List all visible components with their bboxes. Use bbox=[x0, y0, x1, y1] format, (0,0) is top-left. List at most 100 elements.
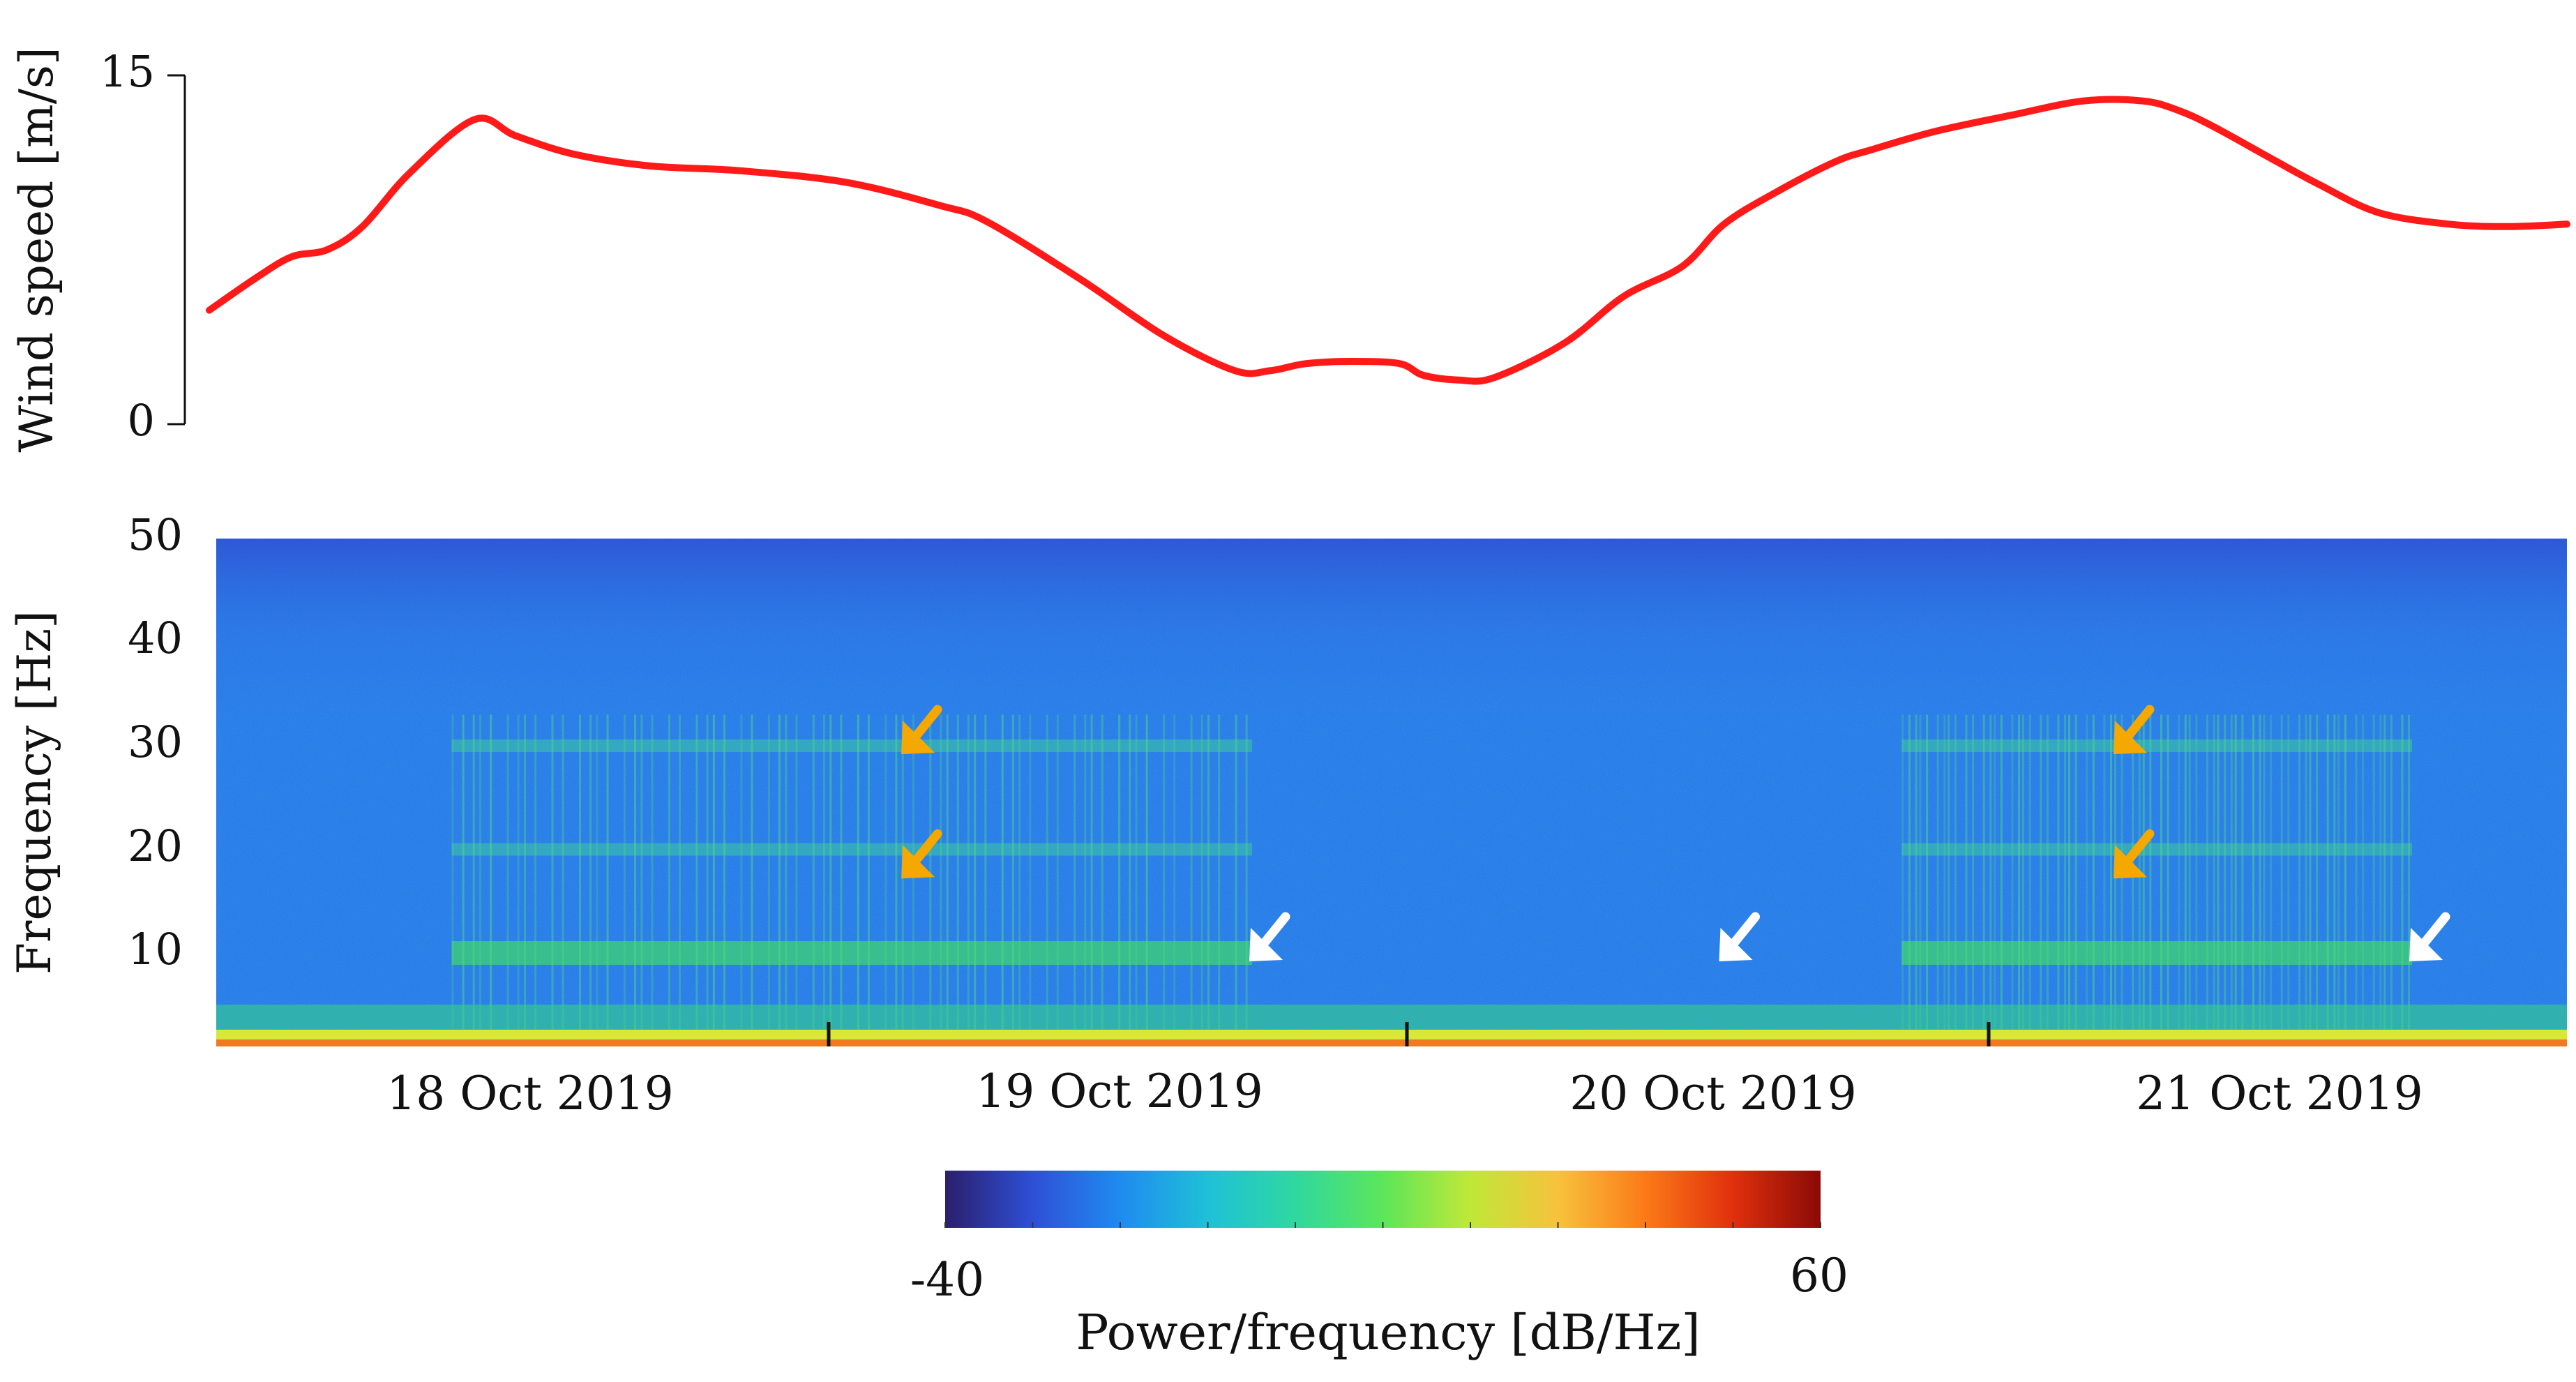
broadband-streak bbox=[706, 714, 709, 1046]
broadband-streak bbox=[1084, 714, 1087, 1046]
broadband-streak bbox=[2355, 714, 2358, 1046]
broadband-streak bbox=[1965, 714, 1968, 1046]
frequency-band bbox=[451, 739, 1252, 752]
broadband-streak bbox=[679, 714, 681, 1046]
broadband-streak bbox=[2217, 714, 2220, 1046]
broadband-streak bbox=[2138, 714, 2141, 1046]
broadband-streak bbox=[2230, 714, 2233, 1046]
broadband-streak bbox=[767, 714, 770, 1046]
broadband-streak bbox=[1200, 714, 1203, 1046]
broadband-streak bbox=[829, 714, 832, 1046]
spec-y-tick-label-40: 40 bbox=[128, 613, 183, 663]
broadband-streak bbox=[2224, 714, 2227, 1046]
broadband-streak bbox=[668, 714, 670, 1046]
frequency-band bbox=[451, 941, 1252, 965]
frequency-band bbox=[1901, 739, 2412, 752]
broadband-streak bbox=[884, 714, 887, 1046]
broadband-streak bbox=[967, 714, 970, 1046]
broadband-streak bbox=[517, 714, 520, 1046]
broadband-streak bbox=[2372, 714, 2375, 1046]
spec-y-tick-label-50: 50 bbox=[128, 509, 183, 560]
broadband-streak bbox=[2178, 714, 2180, 1046]
broadband-streak bbox=[2234, 714, 2237, 1046]
broadband-streak bbox=[2305, 714, 2307, 1046]
broadband-streak bbox=[1018, 714, 1021, 1046]
spectrogram-marks bbox=[216, 714, 2567, 1046]
annotation-arrow bbox=[2113, 705, 2155, 754]
broadband-streak bbox=[940, 714, 942, 1046]
broadband-streak bbox=[2057, 714, 2060, 1046]
broadband-streak bbox=[822, 714, 825, 1046]
broadband-streak bbox=[596, 714, 598, 1046]
broadband-streak bbox=[723, 714, 725, 1046]
spec-y-axis-label: Frequency [Hz] bbox=[8, 610, 61, 975]
broadband-streak bbox=[2040, 714, 2042, 1046]
broadband-streak bbox=[2390, 714, 2393, 1046]
broadband-streak bbox=[2064, 714, 2067, 1046]
colorbar-label: Power/frequency [dB/Hz] bbox=[1076, 1304, 1700, 1361]
broadband-streak bbox=[2270, 714, 2273, 1046]
broadband-streak bbox=[506, 714, 509, 1046]
broadband-streak bbox=[1029, 714, 1032, 1046]
broadband-streak bbox=[562, 714, 564, 1046]
broadband-streak bbox=[623, 714, 626, 1046]
broadband-streak bbox=[2114, 714, 2116, 1046]
broadband-streak bbox=[2259, 714, 2261, 1046]
broadband-streak bbox=[2167, 714, 2169, 1046]
broadband-streak bbox=[1936, 714, 1939, 1046]
broadband-streak bbox=[929, 714, 932, 1046]
broadband-streak bbox=[901, 714, 904, 1046]
broadband-streak bbox=[984, 714, 987, 1046]
broadband-streak bbox=[1011, 714, 1014, 1046]
broadband-streak bbox=[451, 714, 454, 1046]
broadband-streak bbox=[2160, 714, 2162, 1046]
broadband-streak bbox=[2408, 714, 2411, 1046]
wind-speed-panel: 15 0 Wind speed [m/s] bbox=[10, 46, 2570, 453]
broadband-streak bbox=[1972, 714, 1975, 1046]
broadband-streak bbox=[606, 714, 609, 1046]
broadband-streak bbox=[1948, 714, 1950, 1046]
annotation-arrow bbox=[901, 829, 942, 879]
spec-x-tick-label-18-oct: 18 Oct 2019 bbox=[386, 1067, 674, 1120]
broadband-streak bbox=[2252, 714, 2254, 1046]
broadband-streak bbox=[2149, 714, 2152, 1046]
broadband-streak bbox=[462, 714, 465, 1046]
broadband-streak bbox=[1163, 714, 1166, 1046]
broadband-streak bbox=[2241, 714, 2244, 1046]
broadband-streak bbox=[2309, 714, 2312, 1046]
broadband-streak bbox=[2379, 714, 2382, 1046]
broadband-streak bbox=[1919, 714, 1922, 1046]
broadband-streak bbox=[2316, 714, 2319, 1046]
broadband-streak bbox=[2344, 714, 2347, 1046]
frequency-band bbox=[1901, 843, 2412, 856]
frequency-band bbox=[451, 843, 1252, 856]
broadband-streak bbox=[1926, 714, 1929, 1046]
broadband-streak bbox=[695, 714, 698, 1046]
broadband-streak bbox=[1943, 714, 1946, 1046]
broadband-streak bbox=[490, 714, 492, 1046]
broadband-streak bbox=[479, 714, 482, 1046]
broadband-streak bbox=[2195, 714, 2198, 1046]
broadband-streak bbox=[895, 714, 898, 1046]
broadband-streak bbox=[2337, 714, 2340, 1046]
broadband-streak bbox=[956, 714, 959, 1046]
annotation-arrows bbox=[901, 705, 2450, 961]
broadband-streak bbox=[2028, 714, 2031, 1046]
broadband-streak bbox=[523, 714, 526, 1046]
broadband-streak bbox=[2287, 714, 2290, 1046]
broadband-streak bbox=[2092, 714, 2095, 1046]
broadband-streak bbox=[1145, 714, 1148, 1046]
broadband-streak bbox=[2326, 714, 2329, 1046]
broadband-streak bbox=[912, 714, 914, 1046]
broadband-streak bbox=[1207, 714, 1210, 1046]
wind-y-axis-label: Wind speed [m/s] bbox=[10, 47, 63, 452]
broadband-streak bbox=[1908, 714, 1911, 1046]
annotation-arrow bbox=[901, 705, 942, 754]
wind-y-tick-label-0: 0 bbox=[128, 395, 155, 446]
frequency-band bbox=[1901, 941, 2412, 965]
broadband-streak bbox=[1101, 714, 1104, 1046]
broadband-streak bbox=[974, 714, 977, 1046]
broadband-streak bbox=[634, 714, 637, 1046]
broadband-streak bbox=[1001, 714, 1004, 1046]
